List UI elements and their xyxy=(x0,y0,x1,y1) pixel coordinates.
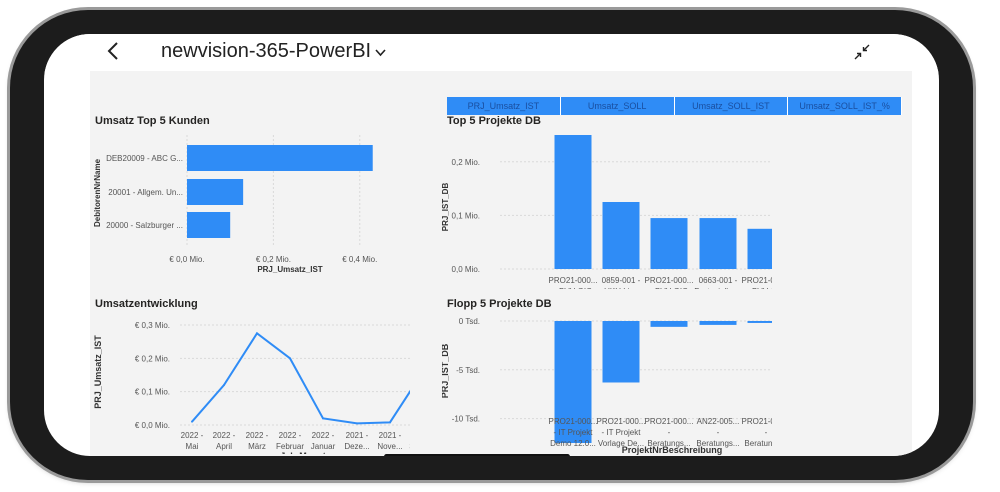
bar xyxy=(602,321,640,383)
x-category-label: AN22-005... -Beratungs... xyxy=(696,417,739,448)
y-axis-title: DebitorenNrName xyxy=(93,158,102,227)
x-category-label: 0859-001 -UKH Linz xyxy=(602,276,641,289)
bar xyxy=(699,321,737,325)
x-category-label: PRO21-000...-Beratungs... xyxy=(742,417,772,448)
flopp5-projekte-chart[interactable]: 0 Tsd. -5 Tsd. -10 Tsd. PRO21-000... - IT Pr… xyxy=(442,313,772,456)
table-header-row: PRJ_Umsatz_IST Umsatz_SOLL Umsatz_SOLL_I… xyxy=(447,97,902,115)
app-screen: newvision-365-PowerBI PRJ_Umsatz_IST Ums… xyxy=(44,34,939,456)
x-category-label: 2022 -Januar xyxy=(311,431,336,451)
x-category-label: 2022 -Februar xyxy=(276,431,304,451)
chart-title: Top 5 Projekte DB xyxy=(447,115,541,127)
x-category-label: PRO21-000...- BVH GICnach Rech... xyxy=(549,276,598,289)
top5-kunden-chart[interactable]: € 0,0 Mio. € 0,2 Mio. € 0,4 Mio. DEB20009 -… xyxy=(90,131,390,283)
bar xyxy=(699,218,737,269)
x-category-label: 2022 -Mai xyxy=(181,431,204,451)
x-category-label: PRO21-000...- BVH GICPauschal xyxy=(645,276,694,289)
x-category-label: PRO21-000...- BVH GIC xyxy=(742,276,772,289)
x-category-label: 0663-001 -Festspielha...Salzburg xyxy=(694,276,742,289)
report-title-dropdown[interactable]: newvision-365-PowerBI xyxy=(161,40,386,63)
table-header-cell[interactable]: Umsatz_SOLL_IST_% xyxy=(788,97,902,115)
chevron-left-icon xyxy=(107,42,118,60)
y-category-label: 20000 - Salzburger ... xyxy=(106,221,183,230)
bar xyxy=(650,218,688,269)
bar xyxy=(187,145,373,171)
y-axis-title: PRJ_Umsatz_IST xyxy=(93,335,103,409)
y-category-label: DEB20009 - ABC G... xyxy=(106,154,183,163)
y-tick-label: € 0,3 Mio. xyxy=(135,321,170,330)
x-category-label: 2021 -Septe... xyxy=(409,431,410,451)
data-point xyxy=(256,332,258,335)
y-tick-label: € 0,0 Mio. xyxy=(135,421,170,430)
report-canvas: PRJ_Umsatz_IST Umsatz_SOLL Umsatz_SOLL_I… xyxy=(90,71,912,456)
x-tick-label: € 0,4 Mio. xyxy=(342,255,377,264)
table-header-cell[interactable]: PRJ_Umsatz_IST xyxy=(447,97,561,115)
x-category-label: 2022 -März xyxy=(246,431,269,451)
back-button[interactable] xyxy=(106,42,120,64)
y-category-label: 20001 - Allgem. Un... xyxy=(108,188,183,197)
y-tick-label: 0,0 Mio. xyxy=(452,265,480,274)
x-category-label: 2021 -Nove... xyxy=(377,431,402,451)
umsatzentwicklung-chart[interactable]: € 0,0 Mio. € 0,1 Mio. € 0,2 Mio. € 0,3 Mio.… xyxy=(90,314,410,454)
bar xyxy=(187,179,244,205)
y-tick-label: 0 Tsd. xyxy=(459,317,480,326)
bar xyxy=(650,321,688,327)
bar xyxy=(187,212,231,238)
x-tick-label: € 0,2 Mio. xyxy=(256,255,291,264)
data-point xyxy=(191,420,193,423)
table-header-cell[interactable]: Umsatz_SOLL_IST xyxy=(675,97,789,115)
data-point xyxy=(389,421,391,424)
chevron-down-icon xyxy=(375,45,386,60)
x-category-label: 2021 -Deze... xyxy=(344,431,369,451)
y-tick-label: -5 Tsd. xyxy=(456,366,480,375)
x-axis-title: PRJ_Umsatz_IST xyxy=(257,265,322,274)
bar xyxy=(554,135,592,269)
table-header-cell[interactable]: Umsatz_SOLL xyxy=(561,97,675,115)
top5-projekte-chart[interactable]: 0,0 Mio. 0,1 Mio. 0,2 Mio. PRO21-000...- BV… xyxy=(442,129,772,289)
y-axis-title: PRJ_IST_DB xyxy=(442,183,450,232)
y-tick-label: 0,2 Mio. xyxy=(452,158,480,167)
x-axis-title: ProjektNrBeschreibung xyxy=(622,445,723,455)
x-tick-label: € 0,0 Mio. xyxy=(169,255,204,264)
home-indicator[interactable] xyxy=(384,454,570,456)
chart-title: Flopp 5 Projekte DB xyxy=(447,298,552,310)
collapse-button[interactable] xyxy=(854,44,870,60)
bar xyxy=(747,321,772,323)
y-axis-title: PRJ_IST_DB xyxy=(442,343,450,398)
x-category-label: PRO21-000... - IT Projekt Vorlage De... xyxy=(597,417,646,448)
x-category-label: PRO21-000...-Beratungs... xyxy=(645,417,694,448)
y-tick-label: € 0,1 Mio. xyxy=(135,388,170,397)
x-category-label: 2022 -April xyxy=(213,431,236,451)
chart-title: Umsatzentwicklung xyxy=(95,298,198,310)
data-point xyxy=(289,357,291,360)
y-tick-label: -10 Tsd. xyxy=(452,415,480,424)
x-category-label: PRO21-000... - IT Projekt Demo 12.0... xyxy=(549,417,598,448)
series-line xyxy=(191,331,410,425)
bar xyxy=(554,321,592,443)
y-tick-label: 0,1 Mio. xyxy=(452,211,480,220)
x-axis-title: JahrMonat xyxy=(280,451,326,454)
chart-title: Umsatz Top 5 Kunden xyxy=(95,115,210,127)
report-title: newvision-365-PowerBI xyxy=(161,40,372,62)
data-point xyxy=(356,422,358,425)
y-tick-label: € 0,2 Mio. xyxy=(135,354,170,363)
top-bar: newvision-365-PowerBI xyxy=(44,34,939,74)
bar xyxy=(602,202,640,269)
data-point xyxy=(322,417,324,420)
data-point xyxy=(223,384,225,386)
phone-frame: newvision-365-PowerBI PRJ_Umsatz_IST Ums… xyxy=(10,10,973,480)
bar xyxy=(747,228,772,269)
collapse-icon xyxy=(854,44,870,60)
